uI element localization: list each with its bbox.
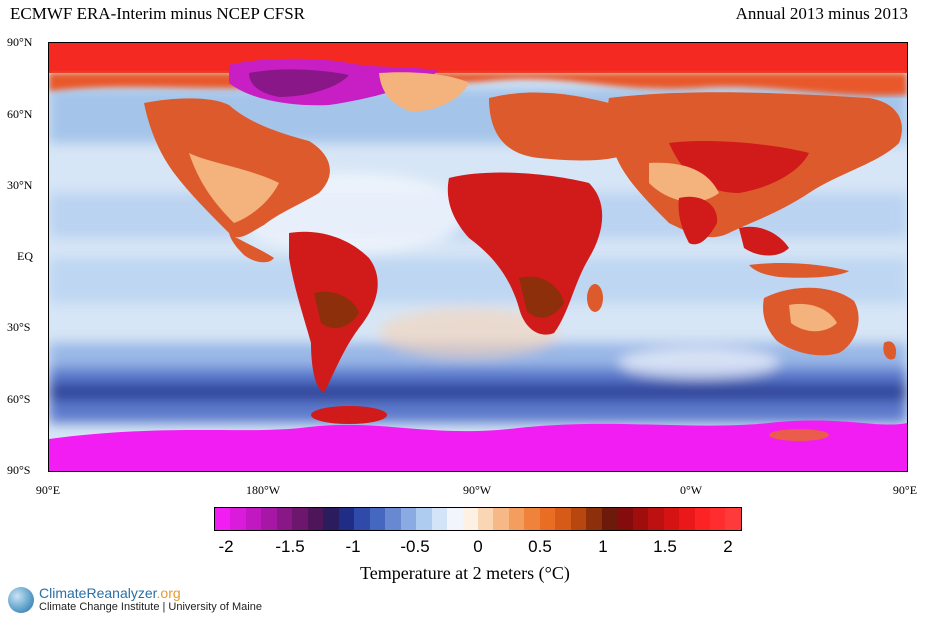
colorbar-tick-label: -1.5 <box>275 537 305 556</box>
colorbar-segment <box>215 508 231 530</box>
colorbar-segment <box>601 508 618 530</box>
globe-logo-icon <box>8 587 34 613</box>
lat-label-eq: EQ <box>17 249 33 263</box>
brand-subtitle: Climate Change Institute | University of… <box>39 601 262 613</box>
lat-label-60n: 60°N <box>7 107 33 121</box>
colorbar-segment <box>307 508 324 530</box>
colorbar-segment <box>586 508 602 530</box>
temperature-anomaly-map <box>48 42 908 472</box>
colorbar-segment <box>385 508 401 530</box>
colorbar-segment <box>570 508 587 530</box>
colorbar-segment <box>245 508 262 530</box>
colorbar-tick-label: 1.5 <box>653 537 677 556</box>
lat-label-30n: 30°N <box>7 178 33 192</box>
colorbar-segment <box>539 508 556 530</box>
colorbar-segment <box>261 508 277 530</box>
map-title: ECMWF ERA-Interim minus NCEP CFSR <box>10 4 306 23</box>
colorbar-tick-label: 0 <box>473 537 483 556</box>
colorbar-segment <box>354 508 370 530</box>
colorbar-segment <box>710 508 726 530</box>
colorbar-segment <box>462 508 478 530</box>
colorbar-segment <box>725 508 741 530</box>
colorbar-segment <box>447 508 463 530</box>
colorbar-segment <box>431 508 448 530</box>
colorbar-segment <box>508 508 525 530</box>
colorbar-segment <box>663 508 680 530</box>
colorbar-segment <box>400 508 417 530</box>
colorbar-label: Temperature at 2 meters (°C) <box>360 563 570 583</box>
world-map-svg <box>49 43 907 471</box>
period-title: Annual 2013 minus 2013 <box>735 4 908 23</box>
colorbar-segment <box>323 508 339 530</box>
lon-label-90e-right: 90°E <box>892 483 918 497</box>
colorbar-segment <box>477 508 494 530</box>
colorbar-segment <box>555 508 571 530</box>
colorbar-segment <box>493 508 509 530</box>
lon-label-0w: 0°W <box>679 483 703 497</box>
land-anomalies <box>144 72 902 393</box>
lon-label-180w: 180°W <box>245 483 281 497</box>
lat-label-90s: 90°S <box>7 463 31 477</box>
colorbar-segment <box>416 508 432 530</box>
colorbar-tick-label: -1 <box>345 537 361 556</box>
colorbar-tick-label: 2 <box>723 537 733 556</box>
colorbar-segment <box>632 508 649 530</box>
colorbar-segment <box>694 508 710 530</box>
colorbar-segment <box>679 508 695 530</box>
lat-label-30s: 30°S <box>7 320 31 334</box>
colorbar-segment <box>292 508 308 530</box>
lon-label-90w: 90°W <box>462 483 492 497</box>
colorbar-segment <box>524 508 540 530</box>
colorbar-tick-label: -0.5 <box>400 537 430 556</box>
colorbar-segment <box>276 508 293 530</box>
lon-label-90e-left: 90°E <box>35 483 61 497</box>
colorbar-tick-label: 1 <box>598 537 608 556</box>
brand-name: ClimateReanalyzer.org <box>39 585 181 601</box>
lat-label-90n: 90°N <box>7 35 33 49</box>
colorbar-tick-label: 0.5 <box>528 537 552 556</box>
colorbar-segment <box>338 508 355 530</box>
antarctic-region <box>49 406 907 471</box>
arctic-region <box>49 43 907 106</box>
colorbar-segment <box>617 508 633 530</box>
colorbar-segment <box>648 508 664 530</box>
climate-reanalyzer-brand[interactable]: ClimateReanalyzer.org Climate Change Ins… <box>8 586 262 614</box>
lat-label-60s: 60°S <box>7 392 31 406</box>
colorbar <box>214 507 742 531</box>
colorbar-segment <box>369 508 386 530</box>
colorbar-segment <box>230 508 246 530</box>
colorbar-tick-label: -2 <box>218 537 234 556</box>
